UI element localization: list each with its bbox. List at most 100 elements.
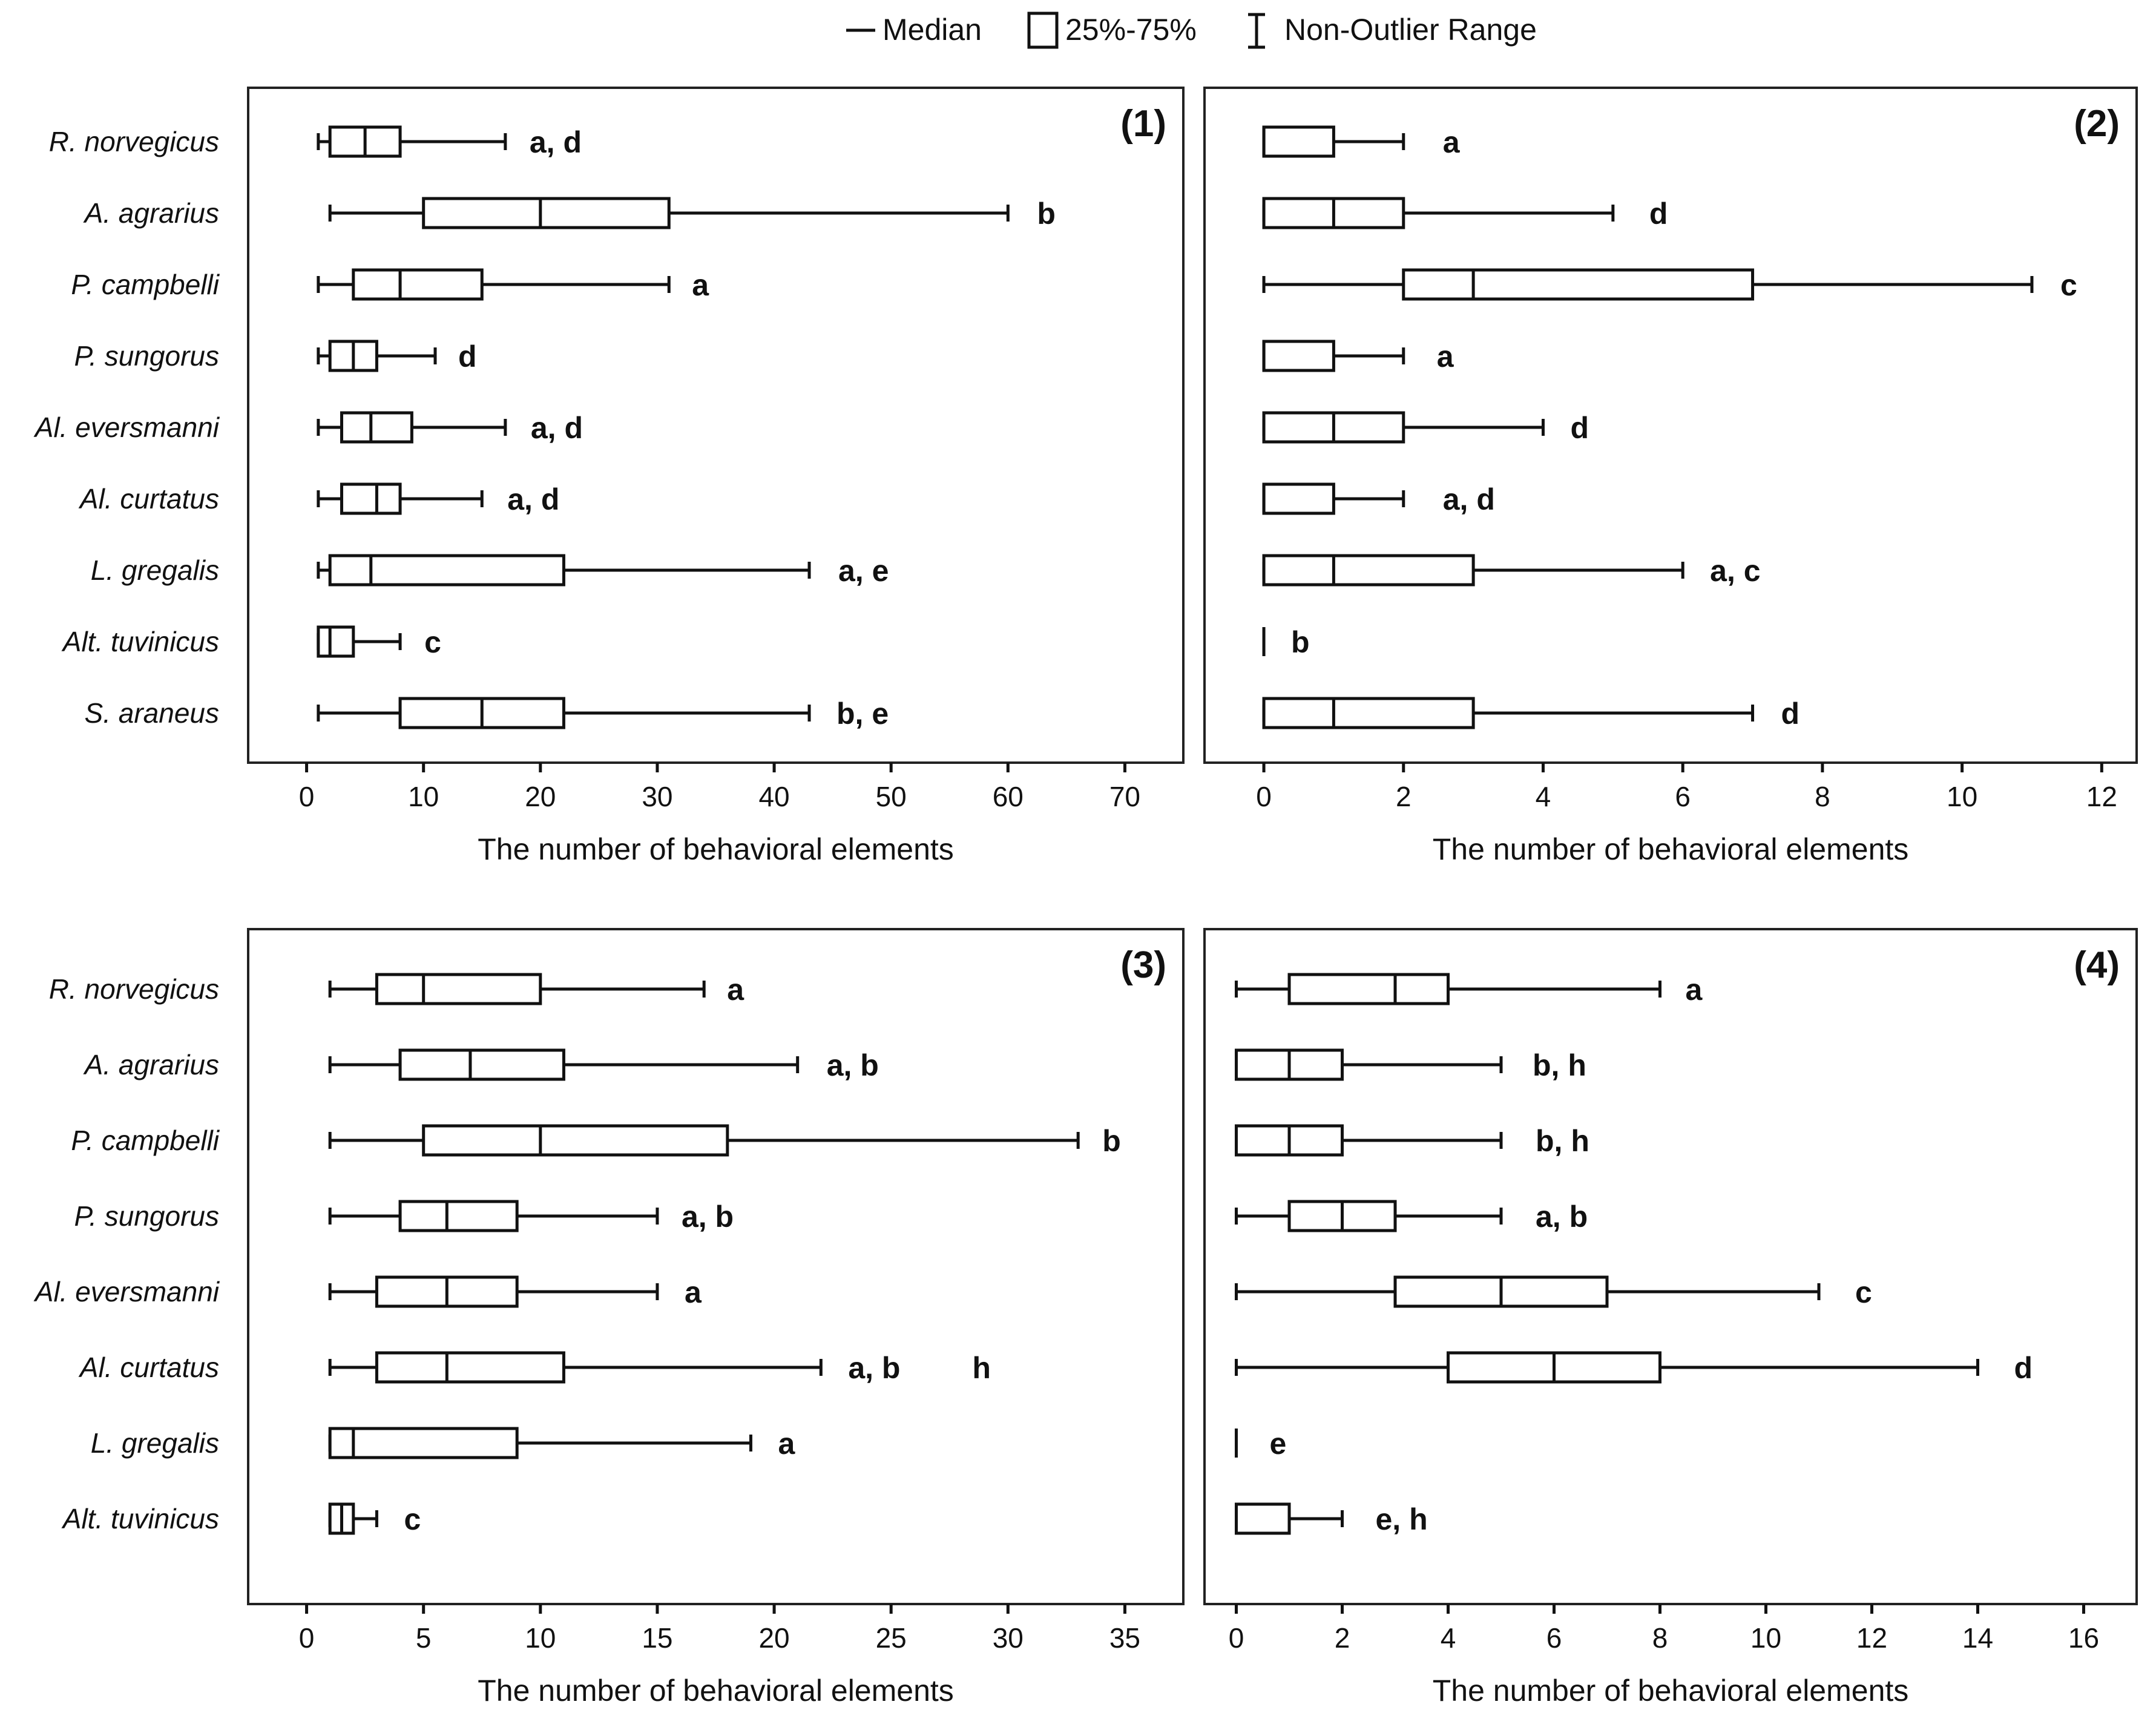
significance-letters: c <box>1855 1275 1872 1309</box>
species-label: Al. eversmanni <box>33 412 220 443</box>
significance-letters: a, d <box>531 411 583 445</box>
significance-letters: b, h <box>1536 1124 1589 1158</box>
species-label: A. agrarius <box>83 1049 219 1080</box>
boxplot-row: d <box>1262 411 1589 445</box>
x-tick-label: 4 <box>1441 1622 1456 1654</box>
iqr-box <box>340 411 413 444</box>
x-tick-label: 10 <box>1947 781 1977 812</box>
boxplot-row: L. gregalis a, e <box>91 554 889 588</box>
significance-letters: b <box>1102 1124 1121 1158</box>
x-tick-label: 0 <box>299 781 315 812</box>
x-tick-label: 16 <box>2068 1622 2099 1654</box>
boxplot-row: a <box>1262 340 1454 373</box>
x-tick-label: 12 <box>2086 781 2117 812</box>
panel-title: (3) <box>1120 944 1166 986</box>
significance-letters: a <box>778 1427 795 1461</box>
boxplot-row: P. campbelli b <box>71 1124 1120 1158</box>
panel-3: (3) 0 5 10 15 20 25 30 35 The number of behaviora… <box>33 928 1185 1708</box>
boxplot-row: A. agrarius a, b <box>83 1048 879 1082</box>
boxplot-row: Al. curtatus a, b h <box>78 1351 991 1385</box>
significance-letters: d <box>2014 1351 2033 1385</box>
boxplot-row: b, h <box>1235 1048 1586 1082</box>
legend-box-label: 25%-75% <box>1065 13 1197 47</box>
significance-extra-letter: h <box>972 1351 991 1385</box>
boxplot-row: A. agrarius b <box>83 197 1056 231</box>
boxplot-row: P. campbelli a <box>71 268 709 302</box>
panel-frame <box>1203 87 2138 764</box>
species-label: Al. eversmanni <box>33 1276 220 1307</box>
boxplot-row: S. araneus b, e <box>85 697 889 731</box>
boxplot-row: Al. eversmanni a <box>33 1275 702 1309</box>
x-tick-label: 0 <box>299 1622 315 1654</box>
boxplot-row: a, b <box>1235 1200 1588 1234</box>
significance-letters: a <box>727 973 744 1007</box>
x-tick-label: 12 <box>1856 1622 1887 1654</box>
boxplot-row: P. sungorus d <box>74 340 476 373</box>
significance-letters: a, b <box>682 1200 734 1234</box>
legend: Median 25%-75% Non-Outlier Range <box>846 12 1537 49</box>
boxplot-row: Al. eversmanni a, d <box>33 411 583 445</box>
boxplot-row: Alt. tuvinicus c <box>61 1502 421 1536</box>
significance-letters: d <box>1570 411 1589 445</box>
significance-letters: a, c <box>1710 554 1760 588</box>
boxplot-row: a, d <box>1262 482 1495 516</box>
panel-2: (2) 0 2 4 6 8 10 12 The number of behavioral ele… <box>1203 87 2138 866</box>
species-label: R. norvegicus <box>49 126 219 157</box>
significance-letters: a, b <box>1536 1200 1588 1234</box>
iqr-box <box>328 554 565 587</box>
species-label: L. gregalis <box>91 1427 219 1459</box>
significance-letters: b <box>1291 625 1310 659</box>
boxplot-row: d <box>1262 697 1799 731</box>
iqr-box <box>328 1427 519 1459</box>
x-tick-label: 0 <box>1256 781 1272 812</box>
x-tick-label: 20 <box>525 781 556 812</box>
x-tick-label: 8 <box>1652 1622 1668 1654</box>
x-axis-label: The number of behavioral elements <box>478 1674 954 1708</box>
x-tick-label: 14 <box>1962 1622 1993 1654</box>
significance-letters: a, d <box>507 482 559 516</box>
significance-letters: a <box>1443 125 1461 159</box>
species-label: Alt. tuvinicus <box>61 1503 219 1534</box>
boxplot-row: a <box>1262 125 1461 159</box>
panel-1: (1) 0 10 20 30 40 50 60 70 The number of behavior… <box>33 87 1185 866</box>
boxplot-row: c <box>1235 1275 1872 1309</box>
iqr-box <box>1262 340 1335 372</box>
boxplot-row: Alt. tuvinicus c <box>61 625 441 659</box>
boxplot-row: d <box>1235 1351 2033 1385</box>
species-label: Alt. tuvinicus <box>61 626 219 657</box>
significance-letters: a, b <box>848 1351 900 1385</box>
panel-4: (4) 0 2 4 6 8 10 12 14 16 The number of behavioral… <box>1203 928 2138 1708</box>
x-tick-label: 50 <box>876 781 907 812</box>
iqr-box <box>1235 1502 1291 1535</box>
significance-letters: c <box>424 625 441 659</box>
iqr-box <box>375 1351 565 1384</box>
panel-frame <box>1203 928 2138 1605</box>
boxplot-row: e <box>1235 1427 1286 1461</box>
x-tick-label: 4 <box>1536 781 1551 812</box>
x-tick-label: 40 <box>758 781 789 812</box>
species-label: P. sungorus <box>74 340 219 372</box>
significance-letters: a <box>1437 340 1454 373</box>
species-label: P. campbelli <box>71 1125 220 1156</box>
iqr-box <box>422 197 671 229</box>
x-tick-label: 2 <box>1396 781 1412 812</box>
boxplot-row: R. norvegicus a <box>49 973 744 1007</box>
species-label: Al. curtatus <box>78 483 219 515</box>
panel-title: (2) <box>2074 103 2120 145</box>
x-tick-label: 30 <box>993 1622 1024 1654</box>
x-tick-label: 2 <box>1335 1622 1350 1654</box>
x-axis-label: The number of behavioral elements <box>1433 1674 1909 1708</box>
significance-letters: d <box>1649 197 1668 231</box>
panel-frame <box>247 928 1185 1605</box>
significance-letters: a, e <box>838 554 889 588</box>
legend-whisker-label: Non-Outlier Range <box>1284 13 1537 47</box>
x-tick-label: 8 <box>1815 781 1830 812</box>
legend-box-swatch <box>1027 12 1059 49</box>
significance-letters: c <box>2060 268 2077 302</box>
x-tick-label: 10 <box>408 781 439 812</box>
significance-letters: e, h <box>1376 1502 1428 1536</box>
iqr-box <box>1262 482 1335 515</box>
x-tick-label: 70 <box>1109 781 1140 812</box>
x-tick-label: 30 <box>642 781 672 812</box>
species-label: P. sungorus <box>74 1200 219 1232</box>
